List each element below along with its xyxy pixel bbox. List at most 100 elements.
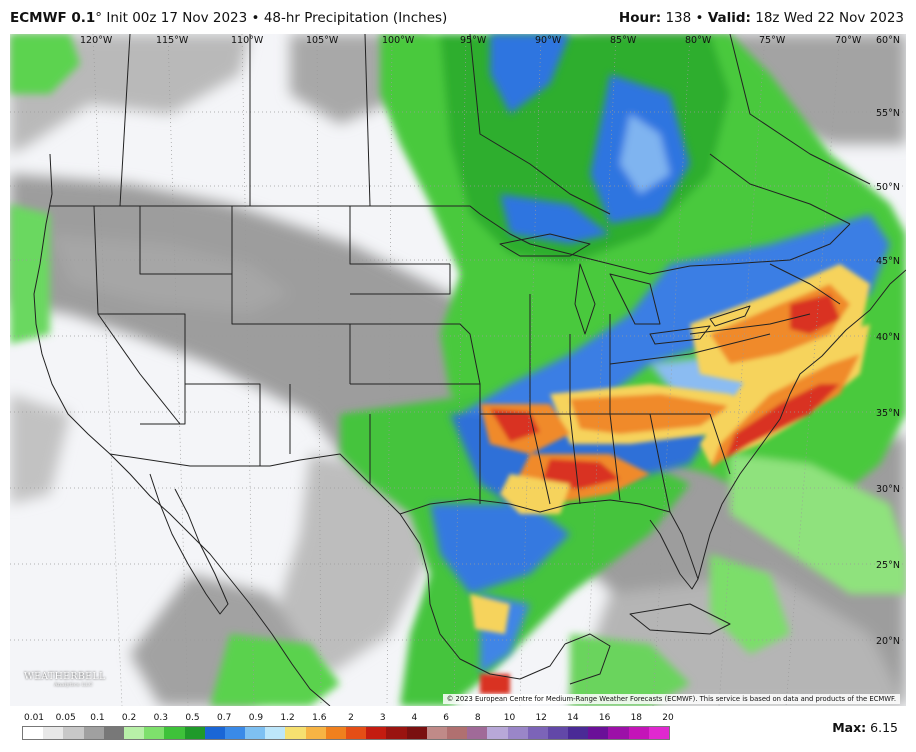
legend-color-bar bbox=[22, 726, 670, 740]
init-time: Init 00z 17 Nov 2023 bbox=[106, 10, 248, 26]
lon-label-70: 70°W bbox=[835, 35, 862, 46]
bullet-separator: • bbox=[251, 10, 260, 26]
legend-swatch bbox=[386, 727, 407, 739]
legend-swatch bbox=[204, 727, 225, 739]
legend-tick-label: 0.1 bbox=[90, 713, 105, 723]
lon-label-110: 110°W bbox=[231, 35, 264, 46]
legend-tick-label: 6 bbox=[443, 713, 449, 723]
legend-swatch bbox=[265, 727, 286, 739]
lon-label-115: 115°W bbox=[156, 35, 189, 46]
lon-label-90: 90°W bbox=[535, 35, 562, 46]
legend-tick-label: 1.2 bbox=[280, 713, 295, 723]
legend-swatch bbox=[467, 727, 488, 739]
legend-swatch bbox=[184, 727, 205, 739]
lon-label-85: 85°W bbox=[610, 35, 637, 46]
header-valid-info: Hour: 138 • Valid: 18z Wed 22 Nov 2023 bbox=[619, 10, 904, 26]
legend-swatch bbox=[487, 727, 508, 739]
lon-label-105: 105°W bbox=[306, 35, 339, 46]
legend-swatch bbox=[305, 727, 326, 739]
legend-swatch bbox=[588, 727, 609, 739]
header-title: ECMWF 0.1° Init 00z 17 Nov 2023 • 48-hr … bbox=[10, 10, 447, 26]
legend-tick-label: 0.01 bbox=[23, 713, 45, 723]
legend-swatch bbox=[628, 727, 649, 739]
bullet-separator-2: • bbox=[695, 10, 704, 26]
legend-swatch bbox=[43, 727, 64, 739]
legend-swatch bbox=[123, 727, 145, 739]
legend-tick-label: 1.6 bbox=[312, 713, 327, 723]
lat-label-30: 30°N bbox=[876, 484, 900, 495]
lat-label-60: 60°N bbox=[876, 35, 900, 46]
valid-label: Valid: bbox=[707, 10, 751, 26]
legend-tick-label: 0.2 bbox=[121, 713, 137, 723]
legend-tick-label: 0.7 bbox=[217, 713, 232, 723]
model-name: ECMWF 0.1 bbox=[10, 10, 96, 26]
header-bar: ECMWF 0.1° Init 00z 17 Nov 2023 • 48-hr … bbox=[0, 0, 916, 34]
legend-tick-label: 3 bbox=[379, 713, 386, 723]
lat-label-50: 50°N bbox=[876, 182, 900, 193]
legend-tick-label: 2 bbox=[348, 713, 354, 723]
legend-swatch bbox=[23, 727, 44, 739]
max-value: 6.15 bbox=[870, 720, 898, 735]
legend-swatch bbox=[83, 727, 104, 739]
map-canvas: 120°W 115°W 110°W 105°W 100°W 95°W 90°W … bbox=[10, 34, 906, 706]
max-label: Max: bbox=[832, 720, 867, 735]
legend-swatch bbox=[446, 727, 468, 739]
legend-swatch bbox=[648, 727, 669, 739]
legend-tick-label: 8 bbox=[474, 713, 481, 723]
legend-swatch bbox=[568, 727, 589, 739]
legend-swatch bbox=[366, 727, 387, 739]
lat-label-25: 25°N bbox=[876, 560, 900, 571]
lon-label-80: 80°W bbox=[685, 35, 712, 46]
legend-tick-label: 0.3 bbox=[153, 713, 168, 723]
hour-label: Hour: bbox=[618, 10, 662, 26]
lat-label-40: 40°N bbox=[876, 332, 900, 343]
legend-swatch bbox=[346, 727, 367, 739]
legend-tick-label: 0.05 bbox=[55, 713, 76, 723]
legend-swatch bbox=[608, 727, 629, 739]
legend-swatch bbox=[224, 727, 246, 739]
legend-tick-label: 12 bbox=[535, 713, 547, 723]
legend-swatch bbox=[245, 727, 266, 739]
lat-label-20: 20°N bbox=[876, 636, 900, 647]
copyright-notice: © 2023 European Centre for Medium-Range … bbox=[442, 694, 900, 704]
degree-symbol: ° bbox=[95, 10, 103, 26]
max-value-readout: Max: 6.15 bbox=[832, 720, 898, 735]
logo-text: WEATHERBELL bbox=[24, 671, 106, 682]
weatherbell-logo: WEATHERBELL Analytics LLC bbox=[24, 671, 106, 688]
lon-label-120: 120°W bbox=[80, 35, 113, 46]
graticule-grid bbox=[10, 34, 906, 706]
product-name: 48-hr Precipitation (Inches) bbox=[263, 10, 448, 26]
legend-tick-labels: 0.01 0.05 0.1 0.2 0.3 0.5 0.7 0.9 1.2 1.6 2 3 4 6 8 10 1… bbox=[22, 713, 692, 725]
precipitation-legend: 0.01 0.05 0.1 0.2 0.3 0.5 0.7 0.9 1.2 1.6 2 3 4 6 8 10 1… bbox=[10, 709, 906, 752]
lat-label-55: 55°N bbox=[876, 108, 900, 119]
legend-swatch bbox=[63, 727, 84, 739]
lon-label-75: 75°W bbox=[759, 35, 786, 46]
longitude-labels: 120°W 115°W 110°W 105°W 100°W 95°W 90°W … bbox=[80, 35, 900, 46]
legend-tick-label: 4 bbox=[411, 713, 418, 723]
legend-tick-label: 14 bbox=[567, 713, 579, 723]
legend-swatch bbox=[406, 727, 427, 739]
legend-tick-label: 18 bbox=[630, 713, 643, 723]
valid-time: 18z Wed 22 Nov 2023 bbox=[755, 10, 904, 26]
legend-tick-label: 10 bbox=[503, 713, 516, 723]
logo-subtext: Analytics LLC bbox=[54, 682, 94, 688]
political-boundaries bbox=[33, 34, 906, 706]
precipitation-map: 120°W 115°W 110°W 105°W 100°W 95°W 90°W … bbox=[10, 34, 906, 706]
legend-swatch bbox=[103, 727, 124, 739]
lon-label-95: 95°W bbox=[460, 35, 487, 46]
hour-value: 138 bbox=[665, 10, 692, 26]
legend-swatch bbox=[426, 727, 447, 739]
legend-tick-label: 0.5 bbox=[185, 713, 200, 723]
lat-label-45: 45°N bbox=[876, 256, 900, 267]
legend-swatch bbox=[325, 727, 346, 739]
legend-tick-label: 20 bbox=[662, 713, 674, 723]
legend-swatch bbox=[285, 727, 306, 739]
legend-swatch bbox=[507, 727, 528, 739]
legend-swatch bbox=[144, 727, 165, 739]
legend-swatch bbox=[164, 727, 185, 739]
lon-label-100: 100°W bbox=[382, 35, 415, 46]
lat-label-35: 35°N bbox=[876, 408, 900, 419]
legend-tick-label: 16 bbox=[598, 713, 611, 723]
legend-swatch bbox=[547, 727, 569, 739]
